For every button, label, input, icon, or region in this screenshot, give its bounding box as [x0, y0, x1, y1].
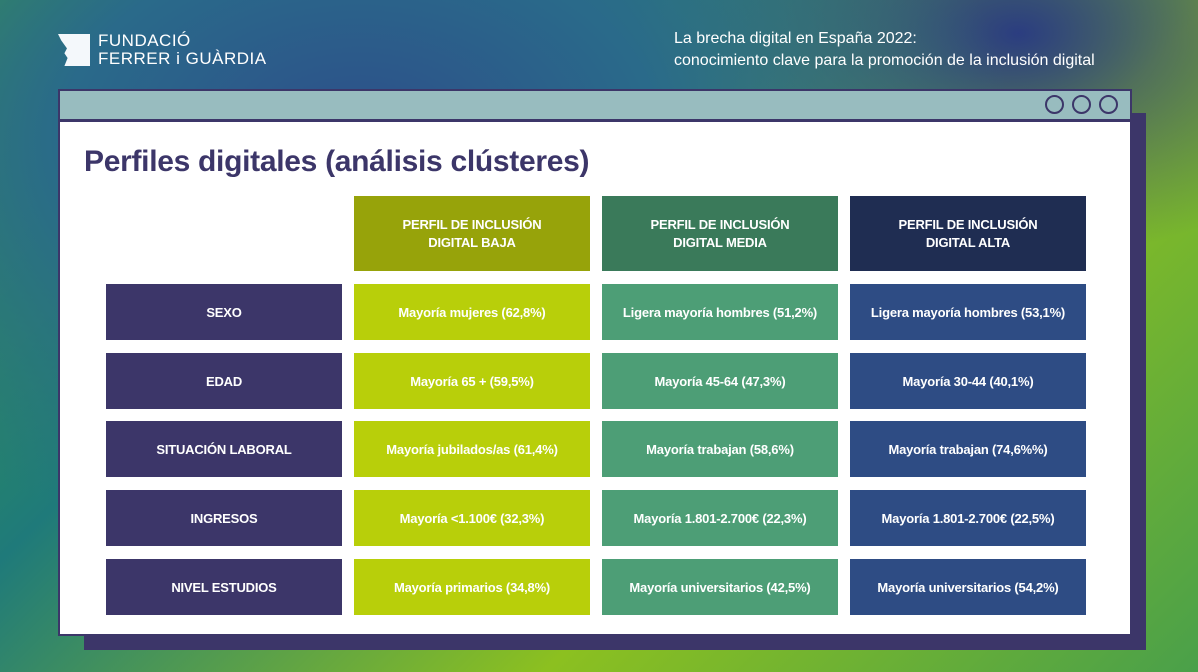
table-cell: Mayoría 65 + (59,5%)	[354, 353, 590, 409]
report-title-line2: conocimiento clave para la promoción de …	[674, 52, 1095, 69]
row-label: SEXO	[106, 284, 342, 340]
table-cell: Mayoría universitarios (42,5%)	[602, 559, 838, 615]
table-cell: Mayoría jubilados/as (61,4%)	[354, 421, 590, 477]
table-cell: Mayoría trabajan (74,6%%)	[850, 421, 1086, 477]
table-cell: Mayoría 1.801-2.700€ (22,5%)	[850, 490, 1086, 546]
logo: FUNDACIÓ FERRER i GUÀRDIA	[58, 32, 267, 68]
column-header: PERFIL DE INCLUSIÓN DIGITAL BAJA	[354, 196, 590, 271]
window-titlebar	[60, 91, 1130, 122]
window-circle-icon	[1072, 95, 1091, 114]
window: Perfiles digitales (análisis clústeres) …	[58, 89, 1132, 636]
table-cell: Mayoría <1.100€ (32,3%)	[354, 490, 590, 546]
row-label: INGRESOS	[106, 490, 342, 546]
page-title: Perfiles digitales (análisis clústeres)	[84, 145, 590, 178]
row-label: EDAD	[106, 353, 342, 409]
table-cell: Mayoría trabajan (58,6%)	[602, 421, 838, 477]
table-cell: Mayoría 1.801-2.700€ (22,3%)	[602, 490, 838, 546]
column-header: PERFIL DE INCLUSIÓN DIGITAL ALTA	[850, 196, 1086, 271]
row-label: SITUACIÓN LABORAL	[106, 421, 342, 477]
table-cell: Mayoría universitarios (54,2%)	[850, 559, 1086, 615]
logo-line2: FERRER i GUÀRDIA	[98, 49, 267, 68]
report-title: La brecha digital en España 2022: conoci…	[674, 28, 1095, 72]
table-cell: Ligera mayoría hombres (51,2%)	[602, 284, 838, 340]
logo-line1: FUNDACIÓ	[98, 31, 191, 50]
table-cell: Ligera mayoría hombres (53,1%)	[850, 284, 1086, 340]
table-cell: Mayoría primarios (34,8%)	[354, 559, 590, 615]
row-label: NIVEL ESTUDIOS	[106, 559, 342, 615]
window-circle-icon	[1045, 95, 1064, 114]
table-cell: Mayoría 30-44 (40,1%)	[850, 353, 1086, 409]
window-circle-icon	[1099, 95, 1118, 114]
report-title-line1: La brecha digital en España 2022:	[674, 30, 917, 47]
column-header: PERFIL DE INCLUSIÓN DIGITAL MEDIA	[602, 196, 838, 271]
table-cell: Mayoría mujeres (62,8%)	[354, 284, 590, 340]
logo-profile-icon	[58, 34, 90, 66]
table-cell: Mayoría 45-64 (47,3%)	[602, 353, 838, 409]
